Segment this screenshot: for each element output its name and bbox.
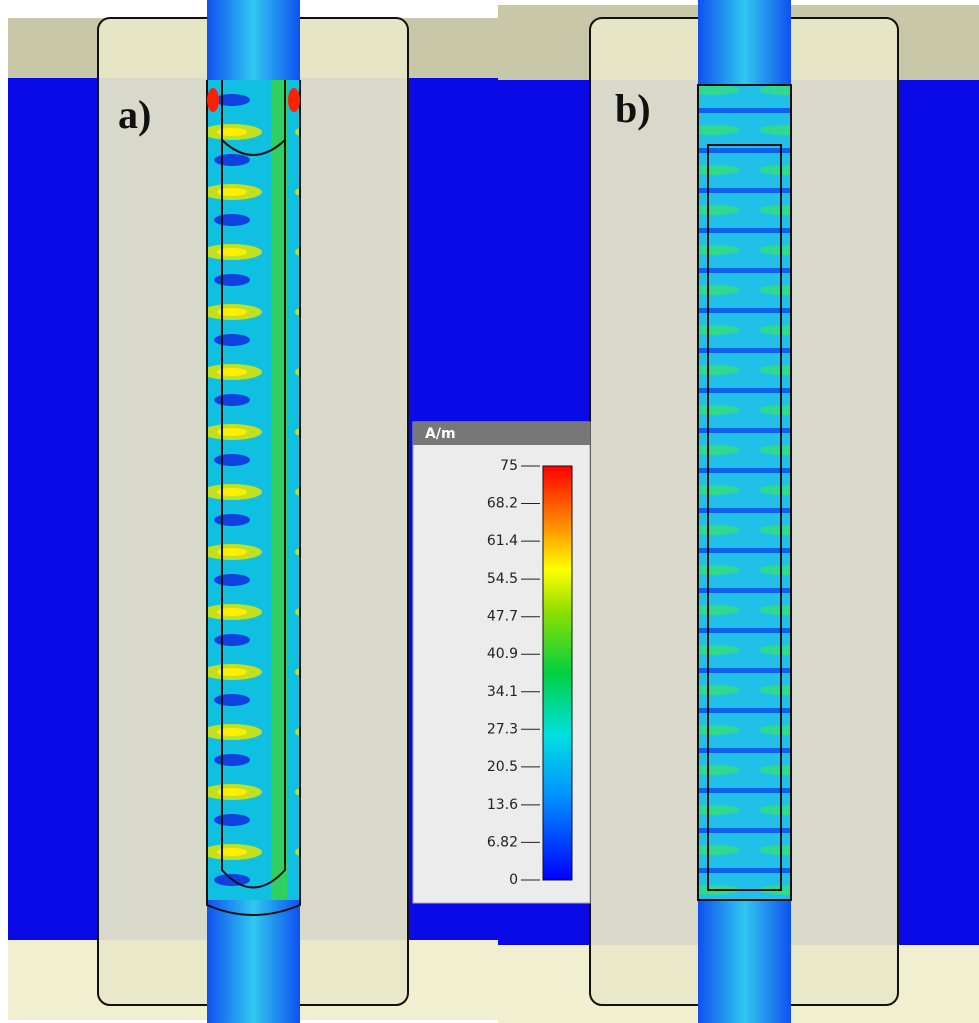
colorbar-tick-label: 27.3	[487, 721, 518, 737]
colorbar-tick-label: 54.5	[487, 571, 518, 587]
colorbar-tick-label: 6.82	[487, 834, 518, 850]
panel-label: a)	[118, 92, 151, 137]
colorbar: A/m 75 68.2 61.4 54.5 47.7 40.9 34.1 27.3 20.5 13…	[412, 421, 591, 904]
panel-b: b)	[498, 0, 979, 1023]
colorbar-tick-label: 75	[500, 458, 518, 474]
colorbar-tick-label: 13.6	[487, 797, 518, 813]
colorbar-tick-label: 34.1	[487, 684, 518, 700]
colorbar-tick-label: 0	[509, 872, 518, 888]
colorbar-unit: A/m	[425, 426, 456, 442]
panel-label: b)	[615, 86, 651, 131]
colorbar-tick-label: 61.4	[487, 533, 518, 549]
colorbar-tick-label: 68.2	[487, 496, 518, 512]
colorbar-tick-label: 20.5	[487, 759, 518, 775]
colorbar-tick-label: 40.9	[487, 646, 518, 662]
colorbar-tick-label: 47.7	[487, 609, 518, 625]
